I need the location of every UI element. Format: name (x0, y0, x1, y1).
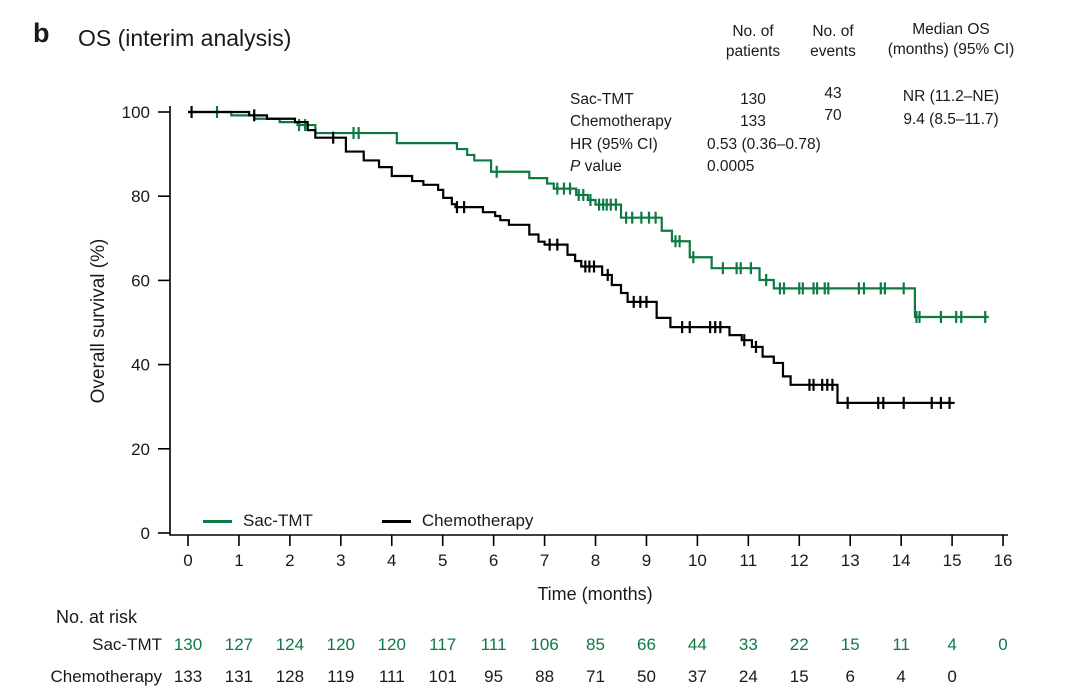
svg-text:13: 13 (841, 551, 860, 570)
svg-text:12: 12 (790, 551, 809, 570)
stats-median-sac-tmt: NR (11.2–NE) (902, 88, 1000, 105)
stats-patients-chemotherapy: 133 (740, 113, 766, 130)
legend-label-sac-tmt: Sac-TMT (243, 511, 313, 530)
stats-row-label-chemotherapy: Chemotherapy (570, 113, 672, 130)
stats-events-sac-tmt: 43 (824, 85, 842, 102)
risk-value: 0 (947, 667, 957, 686)
risk-value: 127 (224, 635, 254, 654)
risk-value: 6 (845, 667, 855, 686)
stats-hr-label: HR (95% CI) (570, 136, 658, 153)
stats-p-value: 0.0005 (707, 158, 755, 175)
risk-value: 66 (636, 635, 656, 654)
risk-value: 111 (480, 635, 507, 654)
svg-text:7: 7 (540, 551, 549, 570)
svg-text:4: 4 (387, 551, 396, 570)
svg-text:11: 11 (740, 551, 758, 570)
stats-col-header-median: Median OS (months) (95% CI) (887, 21, 1015, 58)
svg-text:6: 6 (489, 551, 498, 570)
svg-text:9: 9 (642, 551, 651, 570)
svg-text:0: 0 (141, 524, 150, 543)
risk-value: 130 (173, 635, 203, 654)
risk-row-label-chemotherapy: Chemotherapy (50, 667, 162, 686)
legend-label-chemotherapy: Chemotherapy (421, 511, 534, 530)
risk-value: 133 (173, 667, 203, 686)
risk-value: 101 (428, 667, 457, 686)
svg-text:80: 80 (131, 187, 150, 206)
risk-value: 71 (586, 667, 605, 686)
risk-value: 120 (326, 635, 355, 654)
svg-text:60: 60 (131, 271, 150, 290)
risk-value: 124 (275, 635, 305, 654)
svg-text:2: 2 (285, 551, 294, 570)
risk-value: 24 (738, 667, 758, 686)
svg-text:3: 3 (336, 551, 345, 570)
risk-value: 33 (738, 635, 758, 654)
stats-col-header-patients: No. of patients (725, 23, 781, 60)
legend-swatch-sac-tmt (203, 519, 232, 523)
svg-text:1: 1 (234, 551, 243, 570)
risk-value: 22 (789, 635, 809, 654)
stats-row-label-sac-tmt: Sac-TMT (570, 91, 634, 108)
svg-text:10: 10 (688, 551, 707, 570)
stats-col-header-events: No. of events (810, 23, 856, 60)
risk-value: 128 (275, 667, 305, 686)
stats-median-chemotherapy: 9.4 (8.5–11.7) (903, 111, 999, 128)
risk-value: 15 (840, 635, 860, 654)
x-axis-label: Time (months) (537, 584, 653, 604)
risk-value: 11 (892, 635, 910, 654)
risk-value: 37 (687, 667, 707, 686)
risk-value: 50 (636, 667, 656, 686)
risk-value: 117 (429, 635, 457, 654)
svg-text:0: 0 (183, 551, 192, 570)
risk-value: 120 (377, 635, 406, 654)
panel-letter: b (33, 18, 50, 48)
risk-value: 131 (224, 667, 254, 686)
svg-text:14: 14 (892, 551, 911, 570)
risk-row-label-sac-tmt: Sac-TMT (92, 635, 162, 654)
risk-value: 4 (947, 635, 957, 654)
stats-hr-value: 0.53 (0.36–0.78) (707, 136, 821, 153)
risk-value: 119 (327, 667, 355, 686)
risk-values-chemotherapy: 133 131 128 119 111 101 95 88 71 50 37 24 15 6 4 0 (0, 667, 1065, 689)
figure-title: OS (interim analysis) (78, 25, 292, 51)
risk-values-sac-tmt: 130 127 124 120 120 117 111 106 85 66 44 33 22 15 11 4 0 (0, 635, 1065, 657)
legend: Sac-TMT Chemotherapy (203, 511, 533, 531)
stats-events-chemotherapy: 70 (824, 107, 842, 124)
risk-value: 44 (687, 635, 707, 654)
svg-text:8: 8 (591, 551, 600, 570)
legend-swatch-chemotherapy (381, 519, 411, 523)
stats-patients-sac-tmt: 130 (740, 91, 766, 108)
risk-value: 106 (530, 635, 559, 654)
risk-value: 95 (484, 667, 504, 686)
risk-value: 0 (998, 635, 1008, 654)
risk-value: 15 (789, 667, 809, 686)
y-axis-label: Overall survival (%) (88, 238, 109, 404)
risk-value: 111 (378, 667, 405, 686)
risk-value: 85 (586, 635, 605, 654)
svg-text:5: 5 (438, 551, 447, 570)
svg-text:15: 15 (943, 551, 962, 570)
risk-value: 88 (535, 667, 555, 686)
risk-value: 4 (896, 667, 906, 686)
svg-text:20: 20 (131, 440, 150, 459)
svg-text:16: 16 (994, 551, 1013, 570)
risk-table-header: No. at risk (56, 607, 138, 627)
svg-text:100: 100 (122, 103, 150, 122)
stats-p-label: P value (570, 158, 622, 175)
svg-text:40: 40 (131, 356, 150, 375)
